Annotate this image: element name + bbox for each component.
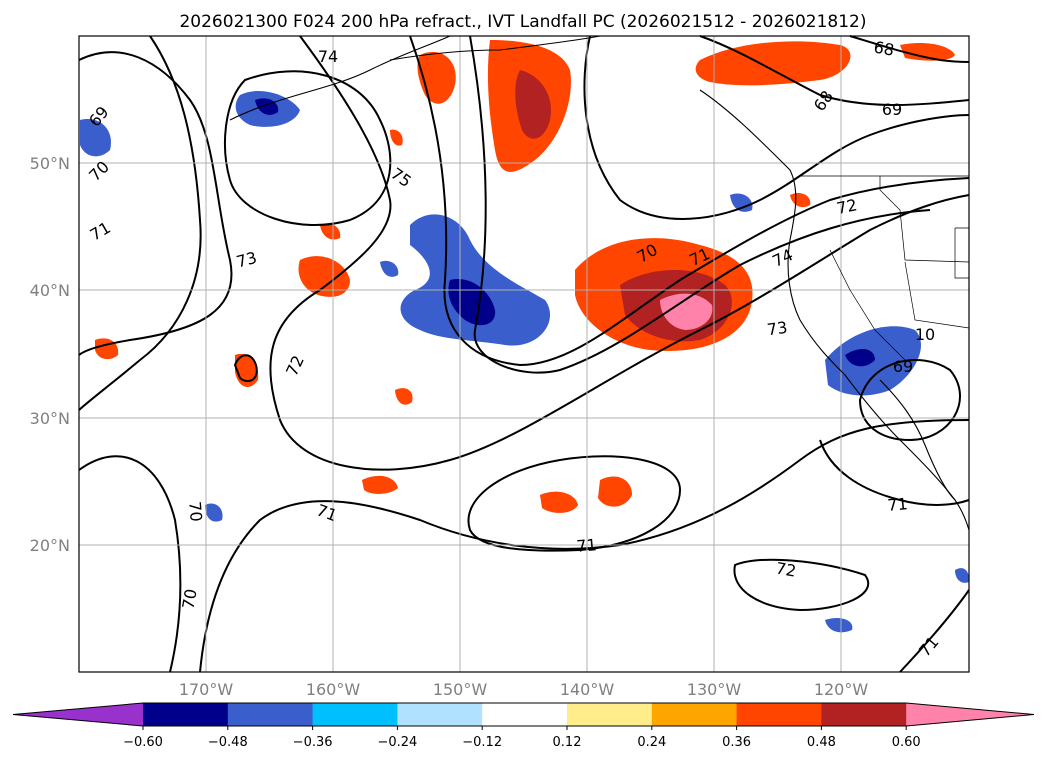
- contour-label: 69: [882, 100, 902, 119]
- shade-negative: [730, 193, 753, 212]
- contour-label: 71: [887, 494, 909, 515]
- contour-line: [233, 354, 258, 383]
- shaded-field: [80, 40, 970, 633]
- contour-label: 71: [576, 535, 598, 556]
- contour-label: 73: [766, 318, 789, 340]
- contour-label: 72: [774, 558, 797, 580]
- contour-label: 70: [185, 501, 206, 523]
- colorbar-segment: [651, 703, 738, 726]
- border-states: [879, 176, 970, 263]
- coastline-alaska-peninsula: [229, 35, 451, 121]
- colorbar-tick-label: −0.24: [377, 735, 417, 750]
- lon-label: 130°W: [687, 680, 742, 699]
- colorbar-segment: [312, 703, 398, 726]
- lon-label: 170°W: [179, 680, 234, 699]
- coastlines: [229, 35, 970, 531]
- colorbar-segment: [736, 703, 822, 726]
- colorbar-segment: [567, 703, 653, 726]
- contour-line: [78, 51, 233, 356]
- contour-line: [899, 589, 970, 673]
- lon-label: 140°W: [560, 680, 615, 699]
- contour-line: [819, 439, 970, 506]
- shade-positive: [395, 388, 413, 405]
- colorbar-tick-label: −0.60: [123, 735, 163, 750]
- colorbar-tick-label: 0.24: [637, 735, 666, 750]
- contour-line: [467, 455, 682, 552]
- contour-line: [849, 35, 970, 63]
- map-frame: [78, 35, 970, 673]
- lon-label: 150°W: [433, 680, 488, 699]
- shade-negative: [205, 503, 223, 522]
- graticule: [79, 36, 969, 672]
- contour-label: 70: [178, 587, 200, 610]
- colorbar-tick-label: 0.60: [892, 735, 921, 750]
- colorbar-segment: [482, 703, 568, 726]
- shade-negative: [955, 568, 970, 583]
- contour-line: [583, 35, 970, 220]
- contour-lines: [78, 35, 970, 673]
- contour-line: [858, 359, 961, 442]
- lat-label: 20°N: [30, 536, 70, 555]
- lat-label: 40°N: [30, 281, 70, 300]
- colorbar-extend-low: [13, 703, 143, 726]
- border-states: [829, 249, 906, 361]
- contour-label: 68: [872, 37, 895, 59]
- colorbar-tick-label: −0.48: [208, 735, 248, 750]
- lat-label: 30°N: [30, 409, 70, 428]
- contour-line: [199, 419, 970, 673]
- shade-negative: [825, 618, 853, 633]
- shade-positive: [362, 475, 398, 494]
- shade-positive: [900, 43, 955, 61]
- colorbar-tick-label: 0.48: [807, 735, 836, 750]
- shade-positive: [660, 293, 713, 330]
- shade-negative: [845, 348, 875, 367]
- contour-line: [733, 558, 870, 612]
- contour-line: [78, 455, 182, 673]
- coastline-baja: [879, 379, 956, 501]
- lon-axis: 170°W 160°W 150°W 140°W 130°W 120°W: [179, 680, 869, 699]
- lon-label: 160°W: [306, 680, 361, 699]
- colorbar-segment: [397, 703, 483, 726]
- lat-axis: 50°N 40°N 30°N 20°N: [30, 154, 70, 555]
- colorbar-tick-label: −0.36: [293, 735, 333, 750]
- colorbar-segment: [821, 703, 907, 726]
- colorbar-segment: [143, 703, 229, 726]
- shade-positive: [515, 70, 551, 139]
- border-states: [904, 261, 970, 329]
- colorbar-tick-label: −0.12: [462, 735, 502, 750]
- colorbar-tick-label: 0.36: [722, 735, 751, 750]
- shade-positive: [540, 491, 578, 513]
- shade-positive: [320, 223, 341, 240]
- contour-label: 10: [915, 325, 935, 344]
- contour-line: [409, 35, 970, 367]
- colorbar: −0.60 −0.48 −0.36 −0.24 −0.12 0.12 0.24 0.36 0.4…: [12, 702, 1035, 750]
- contour-label: 72: [835, 195, 859, 218]
- colorbar-segment: [227, 703, 314, 726]
- shade-positive: [695, 41, 851, 86]
- lon-label: 120°W: [814, 680, 869, 699]
- border-states: [954, 227, 969, 279]
- shade-negative: [400, 214, 551, 346]
- shade-positive: [598, 476, 632, 507]
- lat-label: 50°N: [30, 154, 70, 173]
- shade-negative: [80, 119, 111, 157]
- colorbar-extend-high: [906, 703, 1034, 726]
- contour-line: [469, 35, 931, 374]
- coastline-alaska: [389, 35, 601, 61]
- contour-line: [224, 70, 392, 227]
- colorbar-tick-label: 0.12: [553, 735, 582, 750]
- shade-positive: [390, 129, 403, 146]
- shade-positive: [298, 256, 350, 297]
- contour-line: [78, 35, 202, 411]
- contour-label: 73: [234, 248, 259, 272]
- contour-line: [269, 35, 970, 471]
- contour-label: 69: [893, 357, 913, 376]
- contour-label: 74: [318, 47, 338, 66]
- shade-negative: [380, 260, 399, 277]
- contour-line: [699, 35, 970, 106]
- map-title: 2026021300 F024 200 hPa refract., IVT La…: [179, 12, 866, 32]
- map-panel: 74 75 69 70 71 73 72 70 71 70 68 68 69 7…: [78, 35, 970, 673]
- coastline-north-america: [699, 89, 970, 531]
